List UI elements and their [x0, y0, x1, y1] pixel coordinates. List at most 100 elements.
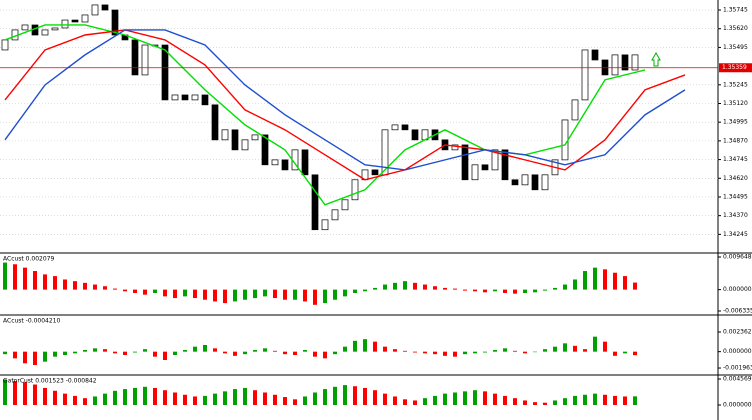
histogram-bar [363, 339, 367, 352]
histogram-bar [443, 287, 447, 290]
histogram-bar [143, 289, 147, 295]
candle-body [91, 4, 99, 16]
candle-body [321, 219, 329, 231]
histogram-bar [343, 289, 347, 297]
candle-body [561, 119, 569, 161]
candle-body [471, 164, 479, 181]
histogram-bar [53, 351, 57, 357]
histogram-bar [413, 282, 417, 290]
histogram-bar [23, 382, 27, 405]
histogram-bar [133, 387, 137, 405]
histogram-bar [423, 284, 427, 290]
histogram-bar [573, 345, 577, 352]
histogram-bar [233, 289, 237, 302]
histogram-bar [613, 395, 617, 405]
panel-title: ACcust -0.0004210 [3, 318, 60, 325]
histogram-bar [153, 387, 157, 405]
histogram-bar [323, 351, 327, 359]
histogram-bar [163, 289, 167, 297]
histogram-bar [513, 289, 517, 294]
histogram-bar [183, 289, 187, 297]
candle-body [21, 24, 29, 31]
histogram-bar [333, 351, 337, 355]
candle-body [581, 49, 589, 101]
histogram-bar [263, 348, 267, 352]
histogram-bar [393, 349, 397, 352]
histogram-bar [243, 351, 247, 355]
y-tick-label: 0.000000 [723, 401, 752, 408]
histogram-bar [353, 289, 357, 293]
histogram-bar [373, 390, 377, 405]
histogram-bar [223, 289, 227, 304]
histogram-bar [493, 350, 497, 352]
histogram-bar [403, 350, 407, 352]
histogram-bar [513, 398, 517, 405]
y-tick-label: -0.0019630 [723, 365, 752, 372]
histogram-bar [343, 346, 347, 352]
histogram-bar [393, 282, 397, 290]
histogram-bar [593, 267, 597, 290]
candle-body [171, 94, 179, 101]
histogram-bar [343, 385, 347, 405]
histogram-bar [3, 351, 7, 355]
histogram-bar [273, 394, 277, 405]
histogram-bar [453, 288, 457, 290]
candle-body [101, 4, 109, 11]
histogram-bar [103, 286, 107, 290]
histogram-bar [253, 390, 257, 405]
current-price-box [719, 63, 752, 73]
candle-body [511, 179, 519, 186]
histogram-bar [93, 396, 97, 405]
histogram-bar [633, 396, 637, 405]
candle-body [231, 129, 239, 151]
histogram-bar [483, 351, 487, 353]
histogram-bar [163, 351, 167, 360]
histogram-bar [43, 274, 47, 290]
histogram-bar [173, 351, 177, 355]
candle-body [521, 174, 529, 186]
histogram-bar [153, 351, 157, 357]
histogram-bar [73, 281, 77, 290]
histogram-bar [273, 289, 277, 299]
y-tick-label: 1.34495 [723, 193, 748, 200]
histogram-bar [403, 281, 407, 290]
histogram-bar [243, 387, 247, 405]
histogram-bar [453, 351, 457, 357]
histogram-bar [493, 393, 497, 405]
histogram-bar [103, 393, 107, 405]
moving-average-line [4, 29, 686, 171]
y-tick-label: 0.004569 [723, 376, 752, 383]
candle-body [131, 39, 139, 76]
histogram-bar [383, 284, 387, 290]
y-tick-label: 1.35245 [723, 81, 748, 88]
histogram-bar [23, 351, 27, 364]
histogram-bar [613, 272, 617, 290]
histogram-bar [553, 400, 557, 405]
candle-body [591, 49, 599, 61]
candle-body [81, 14, 89, 23]
histogram-bar [263, 392, 267, 405]
buy-arrow [651, 51, 661, 67]
histogram-bar [53, 390, 57, 405]
histogram-bar [313, 351, 317, 357]
histogram-bar [573, 395, 577, 405]
candle-body [331, 209, 339, 221]
histogram-bar [523, 289, 527, 293]
candle-body [261, 134, 269, 166]
candle-body [611, 54, 619, 76]
histogram-bar [373, 287, 377, 290]
candle-body [241, 139, 249, 151]
y-tick-label: 1.35495 [723, 44, 748, 51]
candle-body [311, 174, 319, 231]
histogram-bar [3, 379, 7, 405]
histogram-bar [23, 267, 27, 290]
histogram-bar [223, 391, 227, 405]
candle-body [621, 54, 629, 71]
histogram-bar [283, 351, 287, 355]
histogram-bar [213, 393, 217, 405]
histogram-bar [13, 381, 17, 405]
candle-body [491, 149, 499, 171]
histogram-bar [383, 346, 387, 352]
candle-body [161, 44, 169, 101]
